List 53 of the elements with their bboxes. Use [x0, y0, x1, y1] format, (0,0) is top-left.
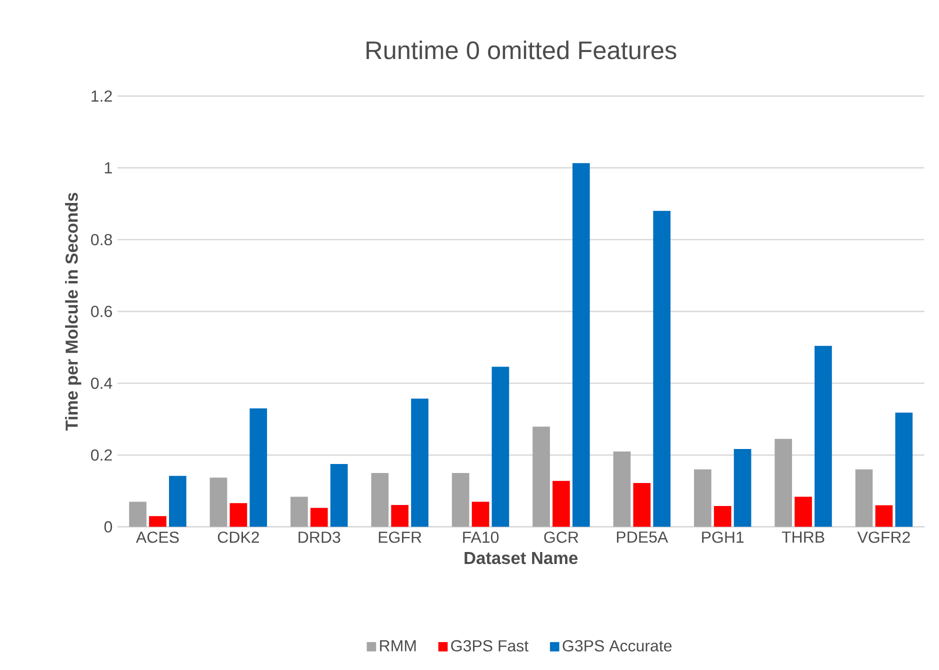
legend-label: RMM	[380, 640, 416, 652]
legend-label: G3PS Accurate	[562, 640, 672, 652]
bar	[129, 502, 146, 528]
bar	[371, 473, 389, 528]
bar	[230, 503, 248, 528]
bar	[492, 366, 510, 528]
y-tick-label: 0	[104, 521, 112, 533]
bar	[895, 412, 913, 528]
bar	[714, 506, 732, 528]
x-tick-label: VGFR2	[857, 532, 910, 544]
x-tick-label: EGFR	[378, 532, 422, 544]
x-tick-label: PDE5A	[616, 532, 668, 543]
bar	[310, 508, 328, 528]
x-tick-label: GCR	[544, 532, 578, 544]
x-tick-label: THRB	[782, 532, 824, 543]
x-tick-label: ACES	[136, 532, 179, 544]
y-axis-title: Time per Molcule in Seconds	[65, 193, 82, 431]
bar	[149, 516, 166, 528]
bar	[572, 163, 590, 528]
bar	[613, 452, 631, 528]
bar	[633, 483, 651, 528]
x-tick-label: FA10	[463, 532, 499, 544]
bar	[734, 449, 752, 528]
bar	[794, 496, 812, 528]
bar	[210, 478, 228, 528]
bar	[552, 481, 570, 528]
bar	[814, 346, 832, 528]
bar	[452, 473, 470, 528]
bar	[855, 470, 873, 528]
bar	[875, 506, 893, 528]
bar	[774, 439, 792, 528]
bar	[472, 502, 490, 528]
bar	[653, 211, 671, 528]
x-tick-label: CDK2	[218, 532, 259, 544]
bar	[250, 408, 268, 528]
bar	[330, 464, 348, 528]
x-axis-title: Dataset Name	[464, 552, 578, 564]
y-tick-label: 1.2	[92, 90, 112, 102]
legend-label: G3PS Fast	[451, 640, 528, 652]
chart-title: Runtime 0 omitted Features	[366, 40, 676, 60]
y-tick-label: 0.6	[91, 306, 112, 318]
x-tick-label: DRD3	[298, 532, 340, 544]
bar	[168, 476, 186, 528]
bar	[391, 505, 408, 528]
y-tick-label: 0.2	[91, 450, 112, 461]
bar	[411, 398, 428, 528]
x-tick-label: PGH1	[702, 532, 744, 544]
bar	[694, 470, 712, 528]
bar	[532, 426, 550, 528]
y-tick-label: 0.8	[91, 234, 112, 246]
y-tick-label: 0.4	[91, 378, 112, 390]
y-tick-label: 1	[104, 162, 112, 174]
bar	[290, 496, 308, 528]
